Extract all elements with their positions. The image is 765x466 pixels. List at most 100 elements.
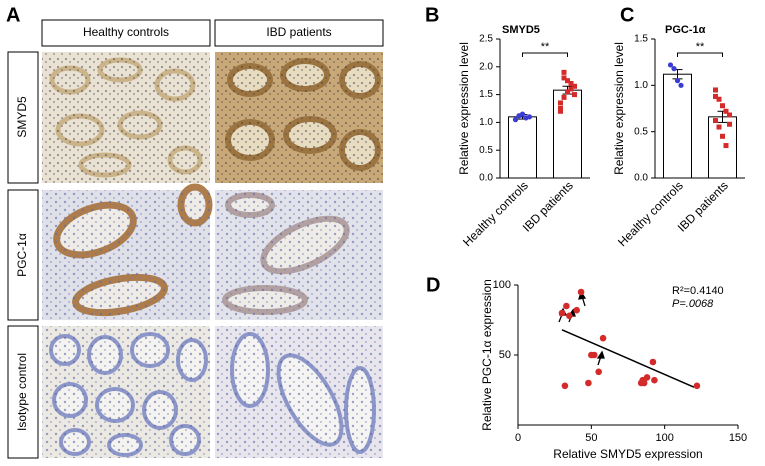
data-point (720, 103, 725, 109)
panel-letter: D (426, 274, 440, 296)
row-header: Isotype control (15, 353, 29, 431)
x-tick-label: 0 (515, 432, 521, 444)
micrograph (215, 326, 383, 458)
column-header-box (214, 19, 384, 47)
x-tick-label: 100 (655, 432, 673, 444)
data-point (585, 379, 592, 387)
significance-bracket (677, 52, 723, 57)
row-header-box (7, 189, 39, 321)
data-point (568, 80, 574, 86)
data-point (558, 106, 563, 111)
chart-title: PGC-1α (665, 24, 706, 36)
data-point (649, 358, 657, 366)
data-point (674, 78, 681, 84)
bar (553, 89, 582, 179)
bar (663, 73, 692, 179)
data-point (566, 312, 573, 320)
data-point (512, 117, 519, 123)
data-point (727, 121, 732, 127)
y-axis-label: Relative expression level (457, 42, 471, 175)
x-tick-label: 50 (585, 432, 597, 444)
annotation: R²=0.4140 (672, 285, 724, 297)
data-point (595, 368, 602, 376)
data-point (723, 108, 729, 114)
y-tick-label: 50 (499, 349, 511, 361)
x-tick-label: Healthy controls (460, 178, 531, 249)
data-point (565, 78, 570, 84)
row-header: PGC-1α (15, 233, 29, 277)
panel-letter: A (6, 4, 20, 26)
data-point (716, 96, 722, 102)
data-point (561, 69, 567, 75)
data-point (563, 302, 570, 310)
data-point (720, 133, 725, 139)
y-tick-label: 2.0 (479, 61, 493, 72)
y-tick-label: 1.0 (634, 80, 648, 91)
data-point (519, 111, 526, 117)
data-point (678, 82, 684, 88)
data-point (667, 62, 674, 68)
data-point (565, 89, 570, 95)
significance-label: ** (696, 41, 705, 53)
y-tick-label: 2.5 (479, 34, 493, 45)
data-point (558, 100, 563, 106)
data-point (713, 93, 718, 99)
x-tick-label: 150 (729, 432, 747, 444)
data-point (693, 382, 701, 390)
significance-label: ** (541, 41, 550, 53)
y-tick-label: 100 (493, 279, 511, 291)
y-axis-label: Relative expression level (612, 42, 626, 175)
y-tick-label: 1.5 (479, 89, 493, 100)
panel-letter: C (620, 4, 634, 26)
data-point (716, 124, 722, 130)
column-header-box (41, 19, 211, 47)
data-point (577, 288, 585, 296)
data-point (558, 309, 566, 317)
y-tick-label: 0.0 (479, 173, 493, 184)
row-header-box (7, 325, 39, 459)
data-point (727, 112, 732, 118)
y-tick-label: 1.0 (479, 117, 493, 128)
data-point (713, 87, 718, 93)
column-header: Healthy controls (83, 25, 169, 39)
data-point (651, 376, 658, 384)
data-point (568, 86, 574, 92)
data-point (561, 94, 567, 100)
annotation: P=.0068 (672, 298, 714, 310)
y-tick-label: 1.5 (634, 34, 648, 45)
micrograph (42, 326, 210, 458)
micrograph (215, 190, 383, 320)
data-point (723, 143, 729, 149)
data-point (558, 108, 563, 114)
chart-title: SMYD5 (502, 24, 540, 36)
x-tick-label: Healthy controls (615, 178, 686, 249)
data-point (671, 66, 677, 72)
data-point (561, 382, 569, 390)
column-header: IBD patients (266, 25, 331, 39)
data-point (713, 118, 718, 124)
micrograph (215, 52, 383, 183)
data-point (573, 306, 580, 314)
data-point (643, 374, 651, 381)
row-header-box (7, 51, 39, 184)
x-axis-label: Relative SMYD5 expression (553, 447, 702, 461)
data-point (572, 92, 577, 98)
micrograph (42, 52, 210, 183)
data-point (590, 351, 598, 359)
data-point (526, 114, 533, 120)
data-point (640, 379, 648, 387)
bar (708, 116, 737, 179)
panel-letter: B (425, 4, 439, 26)
y-tick-label: 0.5 (479, 145, 493, 156)
y-axis-label: Relative PGC-1α expression (480, 279, 494, 431)
micrograph (42, 183, 213, 320)
bar (508, 116, 537, 179)
data-point (561, 75, 567, 81)
y-tick-label: 0.5 (634, 126, 648, 137)
data-point (572, 83, 577, 89)
significance-bracket (522, 52, 568, 57)
regression-line (561, 329, 695, 388)
row-header: SMYD5 (15, 96, 29, 138)
data-point (599, 334, 607, 342)
